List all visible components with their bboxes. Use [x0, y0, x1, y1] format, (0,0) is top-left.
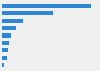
Bar [2, 63, 4, 67]
Bar [2, 26, 16, 30]
Bar [2, 41, 9, 45]
Bar [2, 11, 54, 15]
Bar [2, 4, 91, 8]
Bar [2, 33, 11, 38]
Bar [2, 48, 8, 52]
Bar [2, 19, 23, 23]
Bar [2, 56, 7, 60]
